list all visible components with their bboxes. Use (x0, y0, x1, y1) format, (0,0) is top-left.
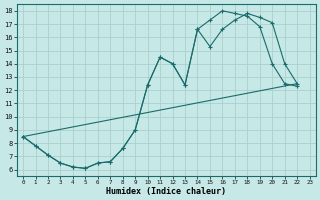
X-axis label: Humidex (Indice chaleur): Humidex (Indice chaleur) (106, 187, 226, 196)
